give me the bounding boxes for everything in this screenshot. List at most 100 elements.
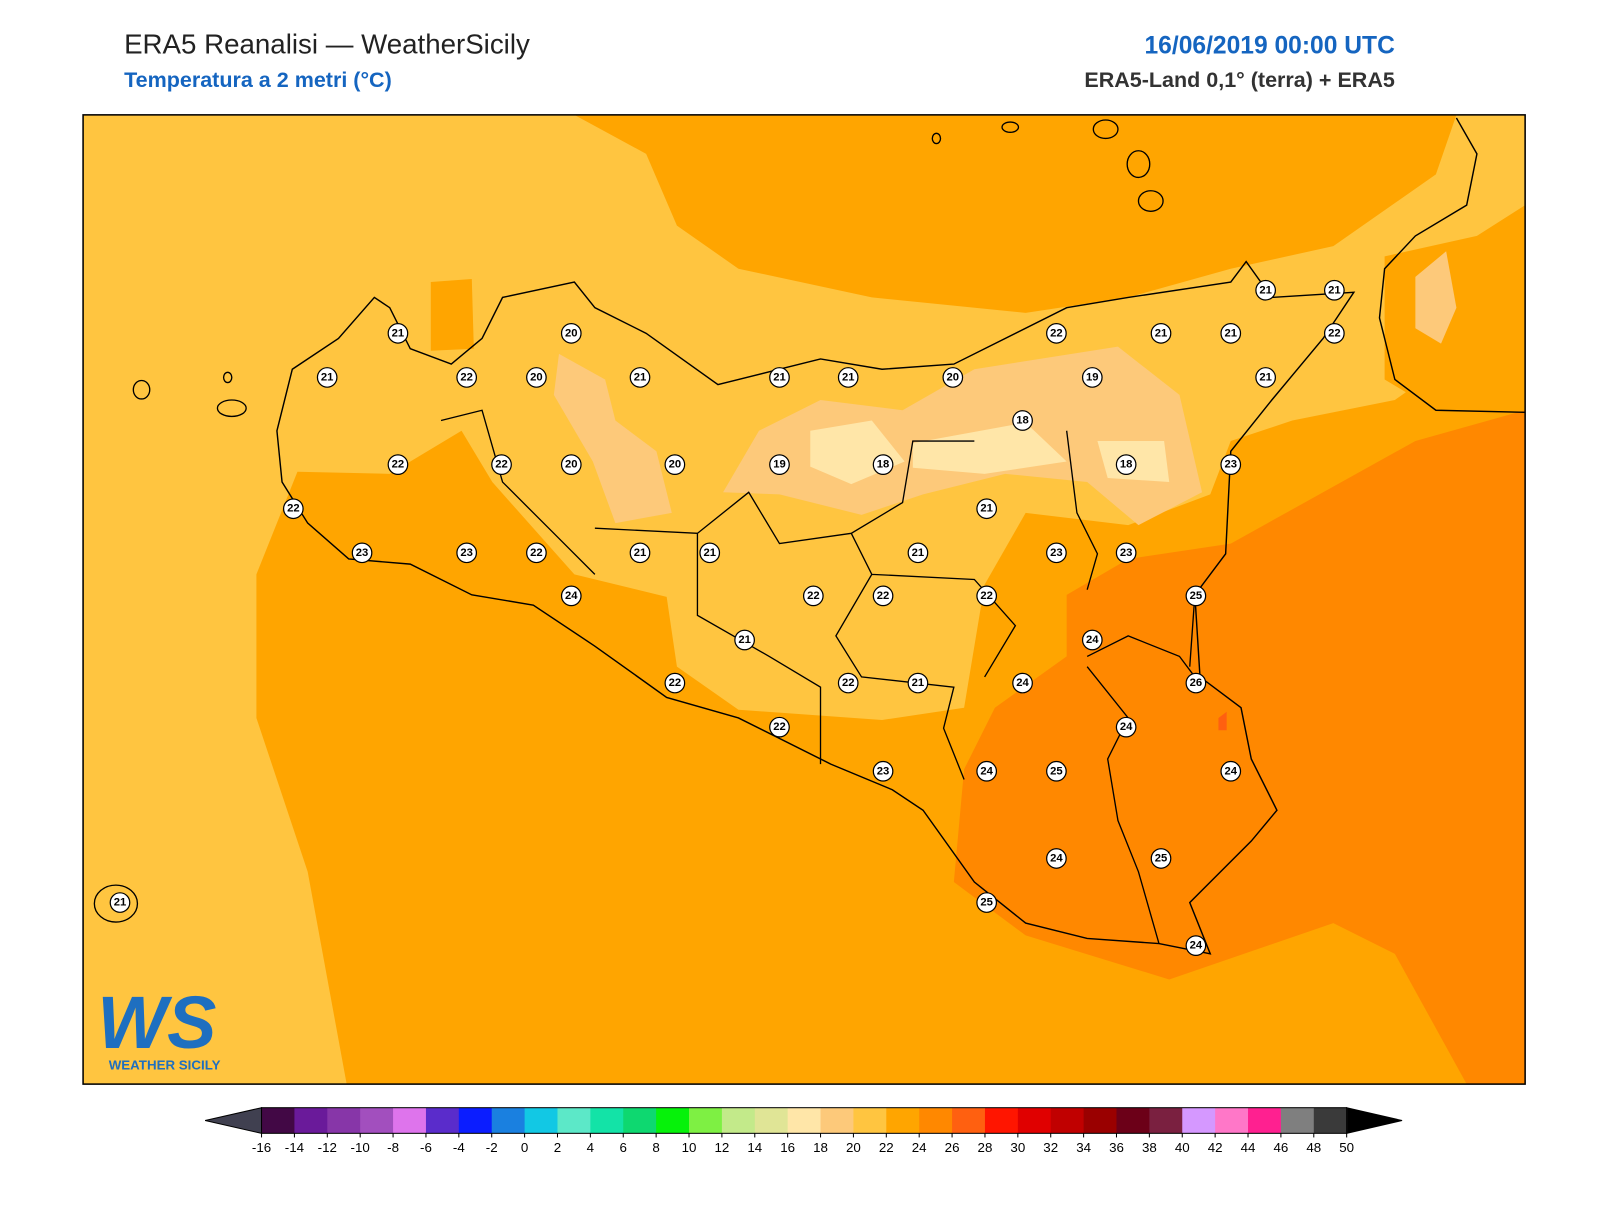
station-value: 23 [1225, 459, 1238, 471]
station-marker [1150, 322, 1172, 344]
station-value: 23 [877, 765, 890, 777]
station-marker [456, 542, 478, 564]
station-marker [351, 542, 373, 564]
station-marker [109, 892, 131, 913]
station-marker [629, 367, 651, 388]
subtitle: Temperatura a 2 metri (°C) [124, 68, 392, 92]
station-marker [976, 892, 998, 913]
colorbar-box [1280, 1107, 1315, 1134]
station-marker [907, 542, 929, 564]
station-value: 22 [460, 371, 473, 383]
station-value: 21 [1259, 371, 1272, 383]
logo-text: WS [97, 981, 216, 1064]
islands [93, 119, 1164, 923]
station-marker [976, 498, 998, 520]
station-value: 23 [356, 547, 369, 559]
colorbar-tick-label: 2 [554, 1140, 561, 1155]
colorbar-box [754, 1107, 789, 1134]
station-value: 22 [1328, 327, 1341, 339]
station-marker [1255, 279, 1276, 301]
station-value: 19 [773, 459, 786, 471]
field-22-24 [430, 278, 474, 351]
colorbar-box [1248, 1107, 1282, 1134]
station-marker [1046, 322, 1067, 344]
station-value: 23 [1050, 547, 1063, 559]
station-value: 21 [842, 371, 855, 383]
station-marker [1081, 629, 1103, 651]
station-marker [802, 585, 824, 607]
station-value: 23 [460, 547, 473, 559]
station-value: 22 [877, 590, 890, 602]
station-marker [629, 542, 651, 564]
colorbar-over [1346, 1107, 1403, 1134]
calabria-coast [1378, 117, 1526, 414]
colorbar-box [919, 1107, 953, 1134]
colorbar-box [491, 1107, 526, 1134]
colorbar-tick-label: -2 [486, 1140, 498, 1155]
colorbar-box [1182, 1107, 1216, 1134]
station-marker [1323, 322, 1345, 344]
station-marker [1115, 454, 1137, 475]
colorbar-box [524, 1107, 558, 1134]
colorbar-tick-label: 50 [1339, 1140, 1354, 1155]
station-value: 20 [669, 459, 682, 471]
station-marker [282, 498, 304, 520]
station-marker [560, 585, 582, 607]
station-marker [1115, 716, 1137, 738]
station-marker [699, 542, 721, 564]
colorbar-tick-label: 4 [587, 1140, 595, 1155]
station-marker [1046, 848, 1067, 869]
colorbar-under [205, 1107, 263, 1134]
colorbar-tick-label: 16 [780, 1140, 795, 1155]
station-marker [942, 367, 964, 388]
station-marker [491, 454, 512, 475]
colorbar-tick-label: 0 [521, 1140, 528, 1155]
station-value: 25 [1190, 590, 1203, 602]
colorbar-box [787, 1107, 822, 1134]
station-marker [769, 367, 790, 388]
station-marker [526, 367, 547, 388]
station-marker [1185, 935, 1207, 956]
colorbar-tick-label: 48 [1306, 1140, 1321, 1155]
colorbar-box [425, 1107, 460, 1134]
colorbar-box [623, 1107, 657, 1134]
colorbar-tick-label: 44 [1241, 1140, 1256, 1155]
station-value: 20 [565, 459, 578, 471]
station-value: 24 [1190, 940, 1203, 952]
station-value: 22 [392, 459, 405, 471]
station-value: 21 [392, 327, 405, 339]
station-marker [837, 367, 859, 388]
colorbar-tick-label: -4 [453, 1140, 465, 1155]
station-value: 25 [1050, 765, 1063, 777]
station-value: 18 [877, 459, 890, 471]
colorbar-tick-label: 32 [1043, 1140, 1058, 1155]
station-value: 25 [980, 897, 993, 909]
colorbar-tick-label: 28 [978, 1140, 993, 1155]
station-marker [1220, 454, 1242, 475]
colorbar-tick-label: -14 [285, 1140, 305, 1155]
colorbar-tick-label: 8 [652, 1140, 659, 1155]
colorbar-tick-label: 18 [813, 1140, 828, 1155]
colorbar-box [886, 1107, 920, 1134]
field-16-18 [912, 422, 1067, 474]
datetime: 16/06/2019 00:00 UTC [1144, 32, 1395, 59]
logo-caption: WEATHER SICILY [109, 1058, 221, 1073]
colorbar-tick-label: -8 [387, 1140, 399, 1155]
station-value: 22 [530, 547, 543, 559]
colorbar-tick-label: -12 [318, 1140, 337, 1155]
station-value: 22 [495, 459, 508, 471]
colorbar-box [853, 1107, 887, 1134]
station-value: 18 [1120, 459, 1133, 471]
colorbar-tick-label: 38 [1142, 1140, 1157, 1155]
station-value: 21 [912, 547, 925, 559]
station-value: 24 [1050, 852, 1063, 864]
station-value: 22 [807, 590, 820, 602]
colorbar-box [590, 1107, 624, 1134]
colorbar-box [952, 1107, 986, 1134]
station-marker [1185, 672, 1207, 694]
colorbar-tick-label: -10 [351, 1140, 370, 1155]
station-value: 21 [634, 547, 647, 559]
title: ERA5 Reanalisi — WeatherSicily [124, 28, 530, 59]
colorbar-box [689, 1107, 723, 1134]
